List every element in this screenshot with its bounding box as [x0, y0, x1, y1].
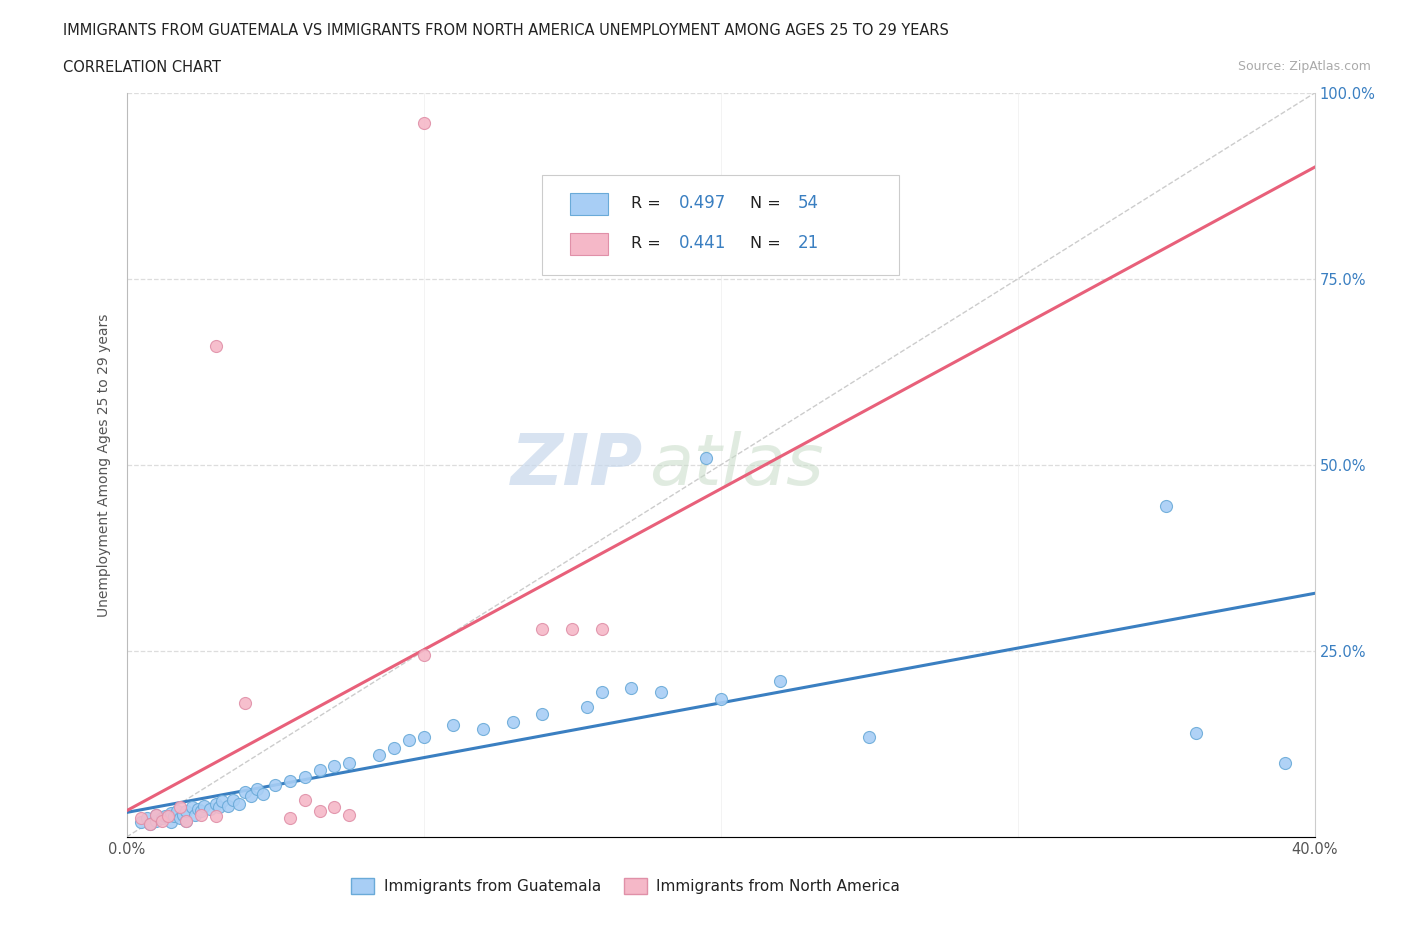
- Point: [160, 805, 183, 820]
- Point: [180, 800, 202, 815]
- Text: N =: N =: [751, 195, 786, 210]
- Point: [412, 115, 434, 130]
- Point: [217, 798, 239, 813]
- Text: R =: R =: [631, 236, 666, 251]
- Point: [187, 802, 209, 817]
- Point: [323, 759, 346, 774]
- Point: [240, 789, 263, 804]
- Point: [153, 809, 176, 824]
- Text: 0.497: 0.497: [679, 194, 727, 212]
- Text: Source: ZipAtlas.com: Source: ZipAtlas.com: [1237, 60, 1371, 73]
- Point: [204, 796, 226, 811]
- Point: [172, 807, 194, 822]
- Point: [368, 748, 391, 763]
- Text: IMMIGRANTS FROM GUATEMALA VS IMMIGRANTS FROM NORTH AMERICA UNEMPLOYMENT AMONG AG: IMMIGRANTS FROM GUATEMALA VS IMMIGRANTS …: [63, 23, 949, 38]
- Point: [145, 813, 167, 828]
- Point: [131, 811, 153, 826]
- Point: [278, 774, 301, 789]
- Point: [190, 804, 212, 818]
- Point: [204, 339, 226, 353]
- Point: [1154, 498, 1177, 513]
- Point: [441, 718, 464, 733]
- Point: [157, 809, 180, 824]
- Point: [412, 647, 434, 662]
- Point: [228, 796, 250, 811]
- FancyBboxPatch shape: [569, 232, 607, 255]
- Point: [174, 804, 197, 818]
- Point: [650, 684, 672, 699]
- Point: [709, 692, 731, 707]
- Point: [502, 714, 524, 729]
- Point: [278, 811, 301, 826]
- Point: [264, 777, 287, 792]
- Text: R =: R =: [631, 195, 666, 210]
- Point: [398, 733, 420, 748]
- Point: [531, 707, 554, 722]
- Point: [382, 740, 405, 755]
- Point: [131, 815, 153, 830]
- Point: [222, 792, 245, 807]
- Point: [145, 807, 167, 822]
- Point: [471, 722, 495, 737]
- Y-axis label: Unemployment Among Ages 25 to 29 years: Unemployment Among Ages 25 to 29 years: [97, 313, 111, 617]
- Point: [139, 817, 162, 831]
- Point: [294, 792, 316, 807]
- Text: 0.441: 0.441: [679, 234, 727, 252]
- Point: [308, 804, 330, 818]
- Point: [591, 684, 613, 699]
- Point: [166, 804, 188, 818]
- Point: [193, 798, 215, 813]
- Point: [531, 621, 554, 636]
- Point: [620, 681, 643, 696]
- Point: [174, 813, 197, 828]
- Point: [337, 807, 360, 822]
- Point: [190, 807, 212, 822]
- Point: [308, 763, 330, 777]
- Point: [294, 770, 316, 785]
- Text: N =: N =: [751, 236, 786, 251]
- Point: [695, 450, 717, 465]
- FancyBboxPatch shape: [543, 175, 898, 275]
- Point: [163, 809, 186, 824]
- Point: [211, 794, 233, 809]
- Point: [150, 813, 173, 828]
- Point: [136, 811, 159, 826]
- FancyBboxPatch shape: [569, 193, 607, 215]
- Point: [174, 813, 197, 828]
- Text: 21: 21: [797, 234, 820, 252]
- Point: [1274, 755, 1296, 770]
- Text: atlas: atlas: [650, 431, 824, 499]
- Text: CORRELATION CHART: CORRELATION CHART: [63, 60, 221, 75]
- Text: 54: 54: [797, 194, 818, 212]
- Point: [252, 787, 274, 802]
- Point: [561, 621, 583, 636]
- Point: [337, 755, 360, 770]
- Point: [858, 729, 880, 744]
- Point: [233, 785, 256, 800]
- Point: [150, 811, 173, 826]
- Point: [769, 673, 792, 688]
- Point: [591, 621, 613, 636]
- Point: [198, 802, 221, 817]
- Point: [204, 809, 226, 824]
- Text: ZIP: ZIP: [512, 431, 644, 499]
- Point: [160, 815, 183, 830]
- Legend: Immigrants from Guatemala, Immigrants from North America: Immigrants from Guatemala, Immigrants fr…: [346, 871, 905, 900]
- Point: [233, 696, 256, 711]
- Point: [169, 811, 191, 826]
- Point: [169, 800, 191, 815]
- Point: [575, 699, 598, 714]
- Point: [1184, 725, 1206, 740]
- Point: [207, 800, 229, 815]
- Point: [246, 781, 269, 796]
- Point: [184, 807, 207, 822]
- Point: [323, 800, 346, 815]
- Point: [145, 807, 167, 822]
- Point: [139, 817, 162, 831]
- Point: [412, 729, 434, 744]
